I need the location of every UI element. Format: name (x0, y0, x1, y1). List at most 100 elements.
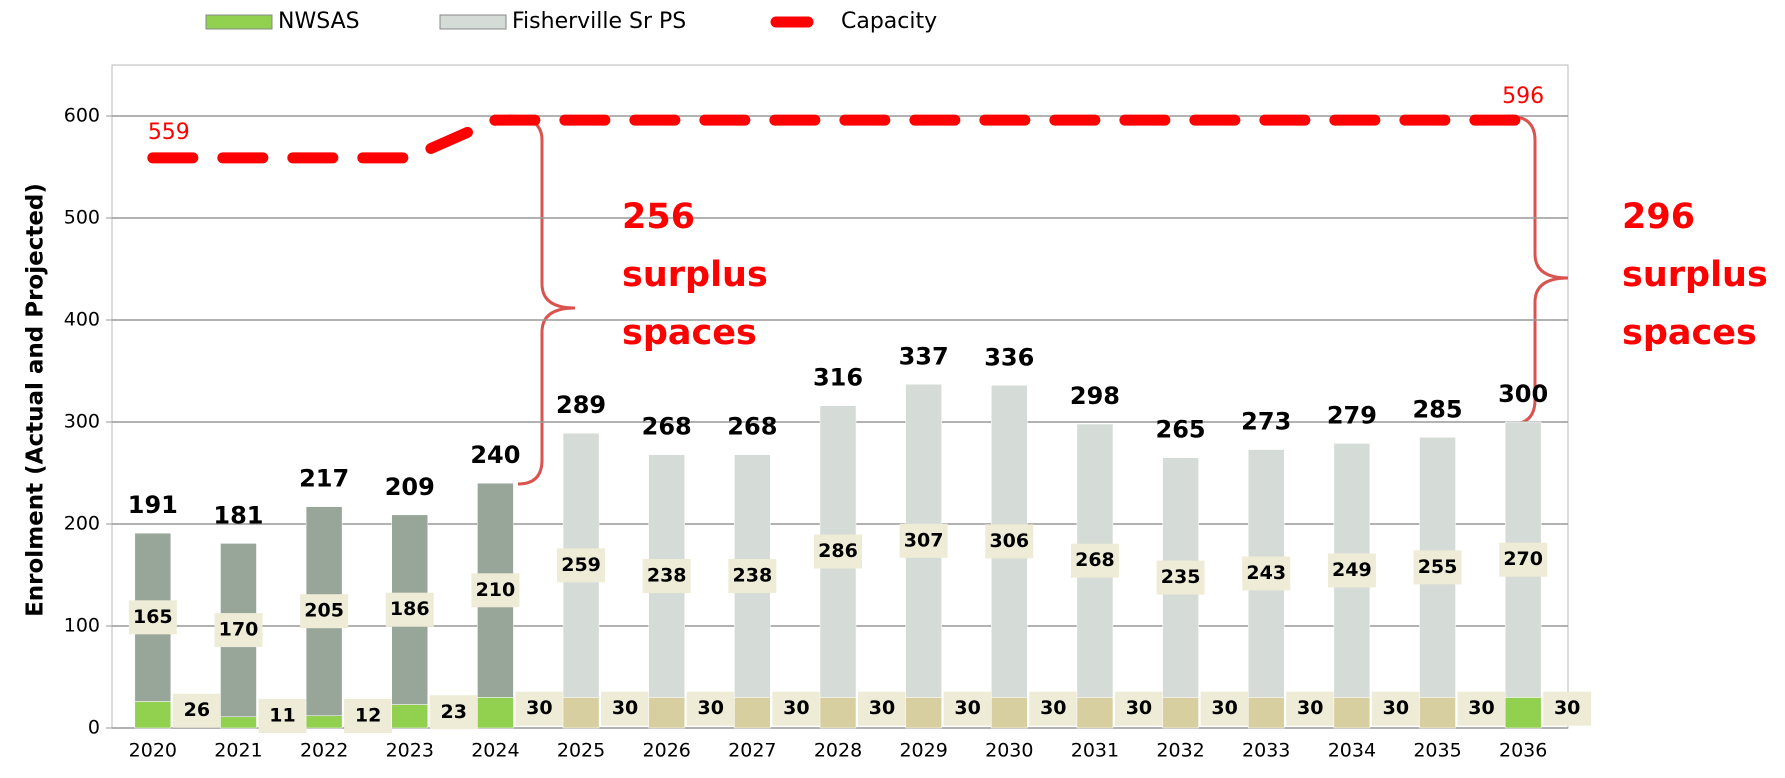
total-label: 268 (642, 413, 692, 441)
x-tick-label: 2022 (300, 740, 348, 762)
data-label: 30 (526, 697, 552, 719)
data-label-box (601, 691, 650, 726)
x-tick-label: 2027 (728, 740, 776, 762)
capacity-line (147, 114, 1529, 164)
x-tick-label: 2025 (557, 740, 605, 762)
bar-segment (1333, 697, 1371, 729)
data-label: 259 (561, 554, 601, 576)
data-label-box (728, 559, 777, 594)
x-tick-label: 2034 (1328, 740, 1376, 762)
annotation: 256 (622, 197, 695, 237)
data-label-box (1070, 543, 1119, 578)
total-label: 217 (299, 465, 349, 493)
data-label: 30 (1126, 697, 1152, 719)
y-tick-label: 100 (64, 615, 100, 637)
data-label-box (858, 691, 906, 726)
data-label: 30 (783, 697, 809, 719)
data-label: 165 (133, 606, 173, 628)
data-label-box (1327, 553, 1376, 588)
capacity-label: 559 (148, 120, 190, 145)
data-label-box (686, 691, 735, 726)
bar-segment (220, 716, 257, 729)
total-label: 279 (1327, 401, 1377, 429)
bar-segment (134, 701, 172, 729)
bar-segment (562, 697, 600, 729)
data-label-box (1114, 691, 1163, 726)
x-tick-label: 2033 (1242, 740, 1290, 762)
x-tick-label: 2029 (899, 740, 947, 762)
data-label-box (344, 699, 393, 733)
x-tick-label: 2035 (1413, 740, 1461, 762)
total-label: 265 (1156, 416, 1206, 444)
capacity-label: 596 (1502, 84, 1544, 109)
total-label: 336 (984, 343, 1034, 371)
annotation: spaces (622, 313, 757, 353)
data-label-box (814, 534, 862, 569)
data-label: 30 (1383, 697, 1409, 719)
data-label-box (258, 699, 307, 733)
bar-segment (648, 697, 685, 729)
data-label-box (1413, 550, 1462, 585)
y-tick-label: 200 (64, 513, 100, 535)
x-tick-label: 2032 (1156, 740, 1204, 762)
data-label: 205 (304, 600, 344, 622)
data-label: 286 (818, 540, 858, 562)
data-label: 12 (355, 705, 381, 727)
data-label-box (1242, 556, 1291, 591)
bar-segment (734, 697, 771, 729)
data-label: 268 (1075, 549, 1115, 571)
data-label: 186 (390, 598, 430, 620)
data-label: 307 (904, 529, 944, 551)
data-label: 210 (476, 579, 516, 601)
bar-segment (477, 697, 514, 729)
annotation: surplus (1622, 255, 1768, 295)
bar-segment (905, 697, 942, 729)
x-tick-label: 2021 (214, 740, 262, 762)
annotation: 296 (1622, 197, 1695, 237)
legend-swatch (205, 14, 273, 30)
data-label: 238 (733, 565, 773, 587)
x-tick-label: 2031 (1071, 740, 1119, 762)
data-label-box (557, 548, 606, 583)
x-tick-label: 2028 (814, 740, 862, 762)
legend-label: Capacity (841, 9, 937, 34)
data-label: 170 (219, 619, 259, 641)
x-tick-label: 2036 (1499, 740, 1547, 762)
data-label: 235 (1161, 566, 1201, 588)
data-label-box (772, 691, 821, 726)
bar-segment (991, 697, 1028, 729)
data-label-box (128, 600, 177, 635)
data-label-box (214, 613, 263, 648)
data-label: 11 (269, 705, 295, 727)
legend-swatch (439, 14, 507, 30)
legend-label: Fisherville Sr PS (512, 9, 686, 34)
data-label: 243 (1246, 562, 1286, 584)
data-label-box (1543, 691, 1592, 726)
total-label: 316 (813, 364, 863, 392)
x-tick-label: 2030 (985, 740, 1033, 762)
total-label: 240 (470, 441, 520, 469)
annotation: spaces (1622, 313, 1757, 353)
x-tick-label: 2024 (471, 740, 519, 762)
total-label: 300 (1498, 380, 1548, 408)
data-label: 30 (1297, 697, 1323, 719)
data-label: 23 (441, 701, 467, 723)
bar-segment (305, 715, 343, 729)
data-label-box (1200, 691, 1249, 726)
total-label: 181 (213, 501, 263, 529)
data-label-box (899, 523, 948, 558)
bar-segment (1504, 697, 1542, 729)
x-tick-label: 2026 (643, 740, 691, 762)
data-label-box (985, 524, 1034, 559)
data-label-box (172, 693, 221, 728)
x-tick-label: 2023 (386, 740, 434, 762)
y-tick-label: 400 (64, 309, 100, 331)
data-label: 30 (1211, 697, 1237, 719)
data-label: 30 (1040, 697, 1066, 719)
legend-label: NWSAS (278, 9, 360, 34)
data-label-box (943, 691, 992, 726)
data-label-box (471, 573, 520, 608)
data-label-box (1499, 542, 1548, 577)
